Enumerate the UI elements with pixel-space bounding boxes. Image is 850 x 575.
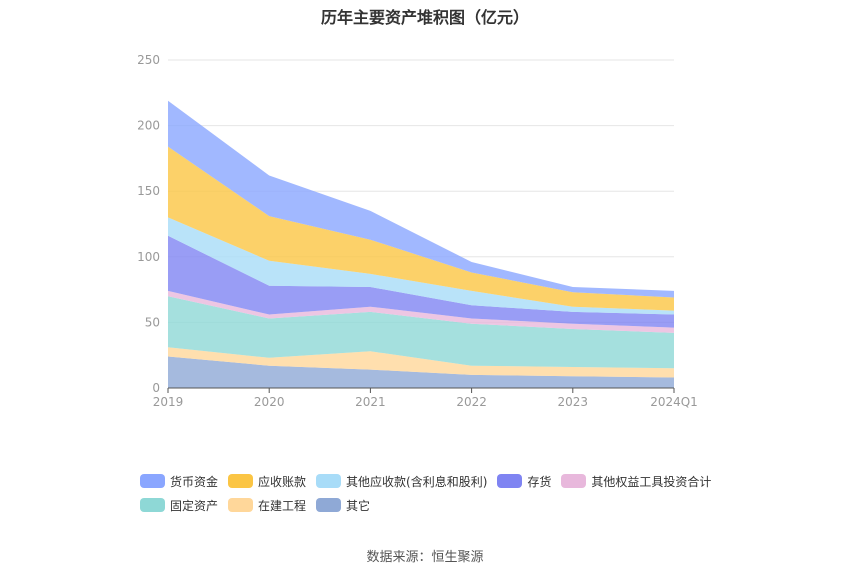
- area-series-4[interactable]: [168, 290, 674, 333]
- legend-item[interactable]: 存货: [497, 472, 551, 490]
- legend-label: 其他应收款(含利息和股利): [346, 474, 488, 489]
- y-tick-label: 150: [137, 184, 160, 198]
- legend-label: 存货: [527, 474, 552, 489]
- legend-item[interactable]: 其他应收款(含利息和股利): [316, 472, 487, 490]
- x-tick-label: 2019: [153, 395, 184, 409]
- legend-item[interactable]: 固定资产: [140, 496, 218, 514]
- legend: 货币资金 应收账款 其他应收款(含利息和股利) 存货 其他权益工具投资合计 固定资产 在建…: [140, 472, 760, 520]
- legend-swatch: [316, 498, 342, 512]
- legend-swatch: [228, 498, 254, 512]
- legend-item[interactable]: 货币资金: [140, 472, 218, 490]
- legend-label: 其他权益工具投资合计: [591, 474, 712, 489]
- x-tick-label: 2020: [254, 395, 285, 409]
- legend-label: 其它: [346, 498, 371, 513]
- legend-swatch: [140, 474, 165, 488]
- chart-title: 历年主要资产堆积图（亿元）: [320, 8, 529, 27]
- legend-label: 固定资产: [170, 498, 219, 513]
- legend-label: 应收账款: [258, 474, 307, 489]
- y-tick-label: 100: [137, 250, 160, 264]
- legend-label: 货币资金: [170, 474, 219, 489]
- legend-label: 在建工程: [258, 498, 307, 513]
- x-tick-label: 2023: [558, 395, 589, 409]
- area-series-3[interactable]: [168, 296, 674, 369]
- legend-swatch: [316, 474, 342, 488]
- x-tick-label: 2024Q1: [650, 395, 698, 409]
- legend-item[interactable]: 其他权益工具投资合计: [561, 472, 711, 490]
- area-series-2[interactable]: [168, 347, 674, 378]
- area-series-6[interactable]: [168, 217, 674, 315]
- y-tick-label: 0: [152, 381, 160, 395]
- area-series-8[interactable]: [168, 100, 674, 298]
- x-tick-label: 2022: [456, 395, 487, 409]
- legend-swatch: [561, 474, 587, 488]
- legend-swatch: [140, 498, 165, 512]
- data-source: 数据来源：恒生聚源: [366, 550, 484, 565]
- legend-item[interactable]: 在建工程: [228, 496, 306, 514]
- y-tick-label: 50: [145, 315, 160, 329]
- area-series-7[interactable]: [168, 146, 674, 311]
- legend-item[interactable]: 其它: [316, 496, 370, 514]
- y-tick-label: 250: [137, 53, 160, 67]
- legend-swatch: [228, 474, 254, 488]
- x-tick-label: 2021: [355, 395, 386, 409]
- area-series-5[interactable]: [168, 235, 674, 328]
- legend-swatch: [497, 474, 523, 488]
- y-tick-label: 200: [137, 119, 160, 133]
- legend-item[interactable]: 应收账款: [228, 472, 306, 490]
